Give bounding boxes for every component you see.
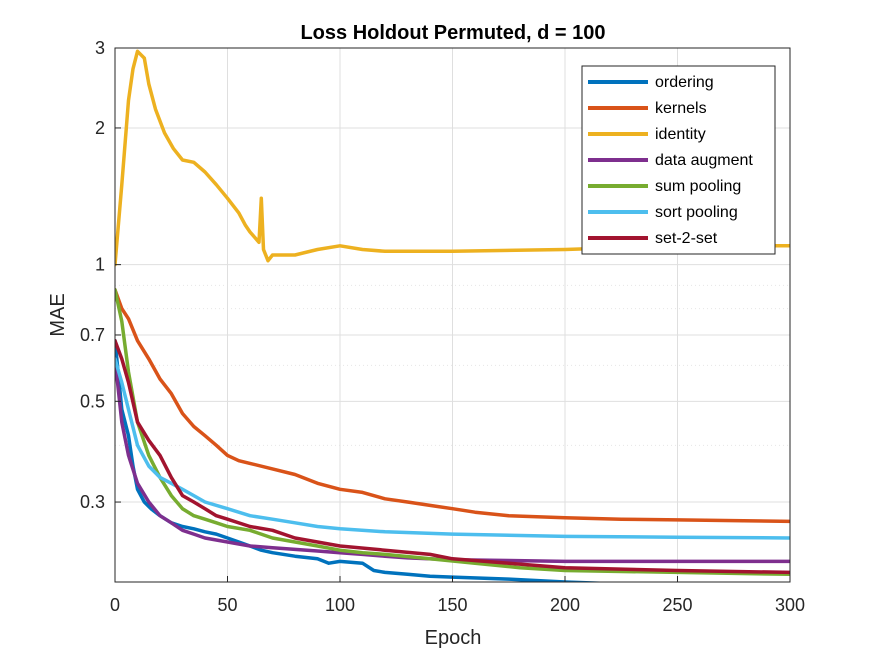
series-line-sum-pooling bbox=[115, 288, 790, 577]
legend-label-sort-pooling: sort pooling bbox=[655, 204, 738, 221]
x-tick-label: 100 bbox=[325, 595, 355, 615]
series-line-identity bbox=[115, 49, 790, 267]
legend-label-set-2-set: set-2-set bbox=[655, 230, 718, 247]
series-line-sort-pooling bbox=[115, 357, 790, 540]
series-line-set-2-set bbox=[115, 338, 790, 575]
x-tick-label: 0 bbox=[110, 595, 120, 615]
y-tick-label: 1 bbox=[95, 255, 105, 275]
x-tick-label: 250 bbox=[662, 595, 692, 615]
y-tick-label: 3 bbox=[95, 38, 105, 58]
y-axis-label: MAE bbox=[47, 293, 69, 336]
y-tick-label: 0.7 bbox=[80, 325, 105, 345]
chart-title: Loss Holdout Permuted, d = 100 bbox=[300, 22, 605, 44]
y-tick-label: 0.3 bbox=[80, 492, 105, 512]
x-tick-label: 150 bbox=[437, 595, 467, 615]
x-tick-label: 50 bbox=[217, 595, 237, 615]
series-group bbox=[115, 49, 790, 582]
legend-label-kernels: kernels bbox=[655, 100, 707, 117]
legend-label-ordering: ordering bbox=[655, 74, 714, 91]
x-tick-label: 300 bbox=[775, 595, 805, 615]
legend-label-data-augment: data augment bbox=[655, 152, 753, 169]
y-tick-label: 0.5 bbox=[80, 391, 105, 411]
y-axis: 0.3 0.5 0.7 1 2 3 bbox=[80, 38, 121, 512]
y-tick-label: 2 bbox=[95, 118, 105, 138]
x-axis: 0 50 100 150 200 250 300 bbox=[110, 576, 805, 615]
legend: ordering kernels identity data augment sum p… bbox=[581, 65, 776, 255]
x-axis-label: Epoch bbox=[425, 627, 482, 649]
x-tick-label: 200 bbox=[550, 595, 580, 615]
series-line-kernels bbox=[115, 288, 790, 524]
legend-label-identity: identity bbox=[655, 126, 706, 143]
legend-label-sum-pooling: sum pooling bbox=[655, 178, 741, 195]
series-line-ordering bbox=[115, 338, 615, 582]
